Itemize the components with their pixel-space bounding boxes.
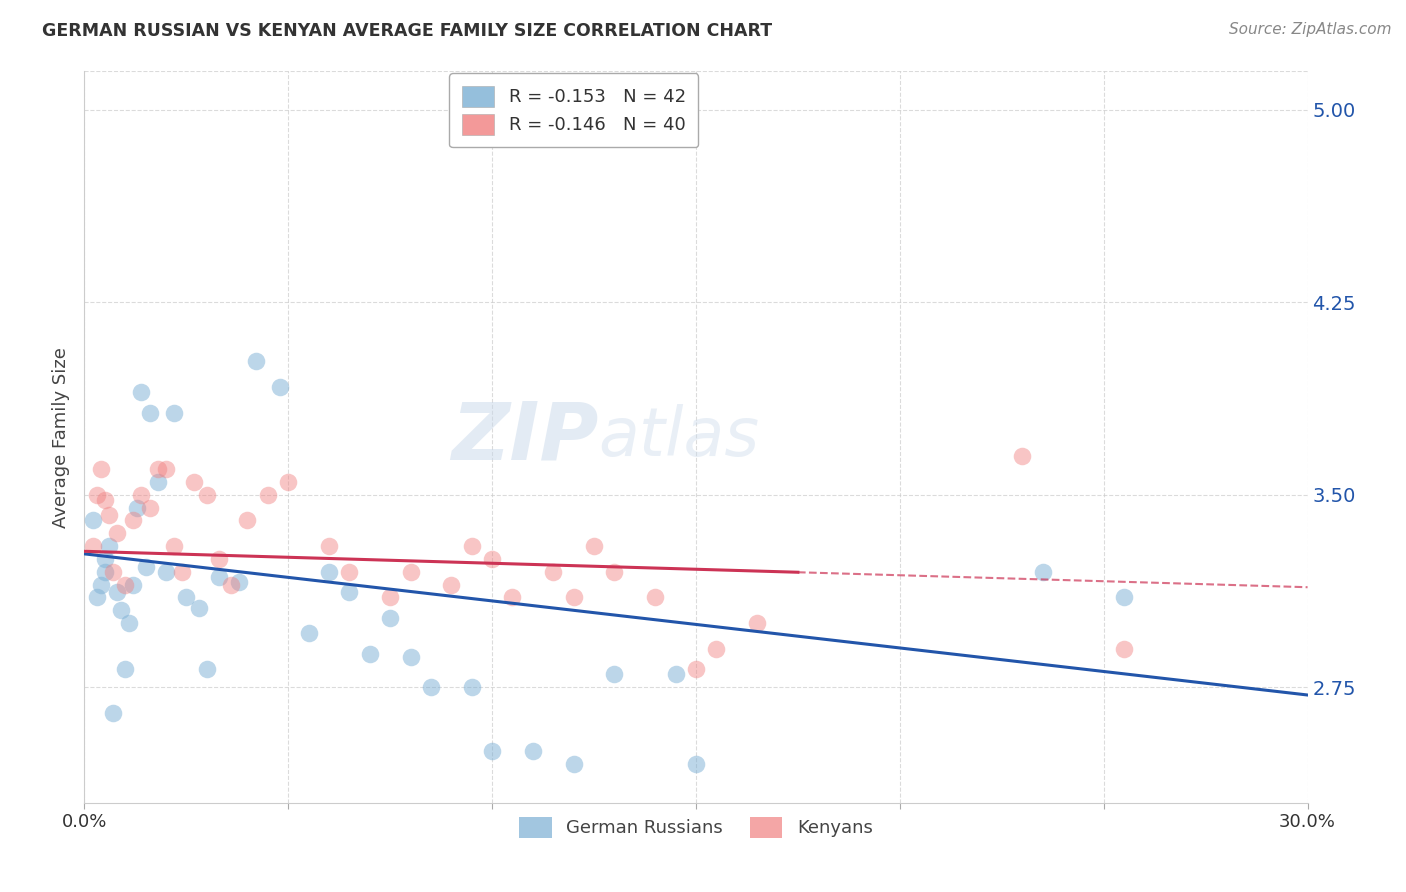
Point [101,565,124,579]
Point [122,577,145,591]
Text: atlas: atlas [598,404,759,470]
Point [122,514,145,528]
Point [105,585,128,599]
Text: Source: ZipAtlas.com: Source: ZipAtlas.com [1229,22,1392,37]
Point [481,744,503,758]
Point [461,539,484,553]
Point [127,500,149,515]
Point [339,565,361,579]
Point [665,667,688,681]
Point [644,591,666,605]
Point [685,662,707,676]
Point [481,552,503,566]
Point [163,406,186,420]
Text: GERMAN RUSSIAN VS KENYAN AVERAGE FAMILY SIZE CORRELATION CHART: GERMAN RUSSIAN VS KENYAN AVERAGE FAMILY … [42,22,772,40]
Legend: German Russians, Kenyans: German Russians, Kenyans [512,810,880,845]
Point [97,508,120,523]
Point [339,585,361,599]
Point [82,514,104,528]
Point [82,539,104,553]
Point [155,565,177,579]
Point [114,577,136,591]
Point [583,539,606,553]
Point [138,500,160,515]
Point [1011,450,1033,464]
Point [257,488,280,502]
Point [195,488,218,502]
Point [105,526,128,541]
Point [97,539,120,553]
Point [195,662,218,676]
Point [90,577,112,591]
Point [1114,641,1136,656]
Point [562,591,585,605]
Point [245,354,267,368]
Point [298,626,321,640]
Point [155,462,177,476]
Point [90,462,112,476]
Point [502,591,524,605]
Point [86,488,108,502]
Point [183,475,205,489]
Point [110,603,132,617]
Point [461,681,484,695]
Point [562,757,585,772]
Point [93,492,115,507]
Point [747,616,769,631]
Text: ZIP: ZIP [451,398,598,476]
Point [93,552,115,566]
Point [318,539,340,553]
Point [706,641,728,656]
Point [543,565,565,579]
Point [522,744,544,758]
Point [131,385,153,400]
Point [219,577,242,591]
Point [1114,591,1136,605]
Point [228,575,250,590]
Point [440,577,463,591]
Point [86,591,108,605]
Point [603,667,626,681]
Point [380,611,402,625]
Point [208,570,231,584]
Point [146,475,169,489]
Point [174,591,197,605]
Point [603,565,626,579]
Point [135,559,157,574]
Point [163,539,186,553]
Point [1032,565,1054,579]
Point [172,565,194,579]
Point [138,406,160,420]
Point [380,591,402,605]
Point [399,565,422,579]
Point [685,757,707,772]
Point [131,488,153,502]
Point [187,600,209,615]
Point [359,647,381,661]
Point [208,552,231,566]
Point [146,462,169,476]
Point [114,662,136,676]
Point [269,380,291,394]
Point [101,706,124,720]
Point [93,565,115,579]
Point [399,649,422,664]
Y-axis label: Average Family Size: Average Family Size [52,347,70,527]
Point [236,514,259,528]
Point [420,681,443,695]
Point [318,565,340,579]
Point [118,616,141,631]
Point [277,475,299,489]
